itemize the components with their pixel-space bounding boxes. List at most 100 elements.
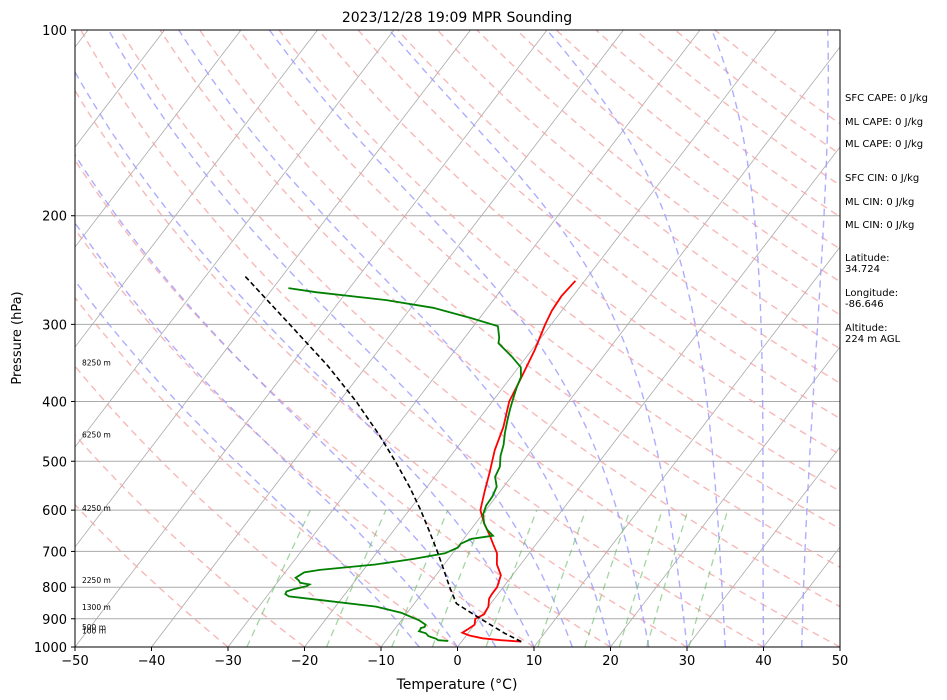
height-label: 6250 m	[82, 430, 111, 439]
moist-adiabat-line	[75, 70, 535, 647]
y-tick-label: 300	[42, 318, 67, 333]
isotherm-line	[610, 346, 840, 647]
longitude-label: Longitude:	[845, 288, 899, 299]
moist-adiabat-line	[711, 30, 765, 647]
height-label: 1300 m	[82, 603, 111, 612]
ml-cape-text: ML CAPE: 0 J/kg	[845, 117, 924, 128]
isotherm-line	[380, 46, 840, 647]
moist-adiabat-line	[75, 221, 459, 647]
moist-adiabat-line	[268, 30, 650, 647]
dry-adiabat-line	[75, 365, 382, 647]
y-tick-label: 600	[42, 504, 67, 519]
x-axis-label: Temperature (°C)	[396, 677, 518, 693]
parcel-profile-line	[243, 274, 522, 643]
mixing-ratio-line	[584, 509, 631, 647]
y-axis-label: Pressure (hPa)	[10, 291, 25, 384]
y-tick-label: 1000	[34, 641, 67, 656]
dry-adiabat-line	[75, 433, 305, 647]
isotherm-line	[75, 30, 165, 148]
dry-adiabat-line	[397, 30, 840, 385]
isotherm-line	[75, 30, 471, 548]
mixing-ratio-line	[645, 509, 689, 647]
mixing-ratio-line	[688, 509, 729, 647]
ml-cin-text-2: ML CIN: 0 J/kg	[845, 220, 915, 231]
plot-frame	[74, 29, 841, 648]
height-label: 4250 m	[82, 504, 111, 513]
dry-adiabat-line	[119, 30, 840, 647]
isotherm-line	[686, 446, 840, 647]
dry-adiabat-line	[357, 30, 840, 420]
dry-adiabat-line	[199, 30, 840, 569]
dry-adiabat-line	[80, 30, 764, 647]
mixing-ratio-line	[618, 509, 663, 647]
x-axis-ticks: −50 −40 −30 −20 −10 0 10 20 30 40 50	[61, 647, 848, 669]
moist-adiabat-line	[546, 30, 726, 647]
latitude-value: 34.724	[845, 264, 880, 275]
dry-adiabat-line	[159, 30, 840, 608]
moist-adiabat-line	[107, 30, 573, 647]
sfc-cape-text: SFC CAPE: 0 J/kg	[845, 93, 928, 104]
altitude-value: 224 m AGL	[845, 334, 901, 345]
altitude-label: Altitude:	[845, 323, 888, 334]
y-tick-label: 100	[42, 24, 67, 39]
isotherm-line	[75, 30, 318, 348]
x-tick-label: −40	[138, 654, 165, 669]
x-tick-label: 0	[453, 654, 461, 669]
dry-adiabat-line	[75, 228, 535, 647]
y-tick-label: 500	[42, 455, 67, 470]
x-tick-label: 50	[832, 654, 849, 669]
ml-cape-text-2: ML CAPE: 0 J/kg	[845, 139, 924, 150]
y-tick-label: 900	[42, 613, 67, 628]
x-tick-label: 30	[679, 654, 696, 669]
mixing-ratio-line	[391, 509, 449, 647]
x-tick-label: −20	[291, 654, 318, 669]
isotherm-line	[533, 246, 840, 647]
isotherm-line	[151, 30, 624, 647]
mixing-ratio-line	[325, 509, 387, 647]
height-label: 8250 m	[82, 358, 111, 367]
moist-adiabat-line	[801, 30, 829, 647]
height-label: 500 m	[82, 623, 106, 632]
latitude-label: Latitude:	[845, 253, 890, 264]
isotherm-line	[304, 30, 777, 647]
mixing-ratio-line	[537, 509, 587, 647]
moist-adiabat-line	[388, 30, 688, 647]
isotherm-line	[457, 146, 840, 647]
mixing-ratio-line	[246, 509, 311, 647]
x-tick-label: −10	[367, 654, 394, 669]
sfc-cin-text: SFC CIN: 0 J/kg	[845, 173, 920, 184]
dry-adiabat-line	[75, 89, 688, 647]
chart-title: 2023/12/28 19:09 MPR Sounding	[342, 10, 572, 26]
dry-adiabat-line	[317, 30, 840, 456]
x-tick-label: 10	[526, 654, 543, 669]
x-tick-label: 20	[602, 654, 619, 669]
dry-adiabat-line	[238, 30, 840, 530]
y-tick-label: 200	[42, 210, 67, 225]
moist-adiabat-line	[75, 153, 497, 647]
isotherm-line	[227, 30, 701, 647]
isotherm-line	[75, 30, 548, 647]
longitude-value: -86.646	[845, 299, 884, 310]
isotherm-line	[75, 30, 242, 248]
dewpoint-profile-line	[284, 287, 522, 642]
y-axis-ticks: 100 200 300 400 500 600 700 800 900 1000	[34, 24, 75, 656]
moist-adiabat-line	[178, 30, 612, 647]
x-tick-label: 40	[755, 654, 772, 669]
background-lines	[75, 30, 840, 647]
ml-cin-text: ML CIN: 0 J/kg	[845, 197, 915, 208]
mixing-ratio-line	[431, 509, 487, 647]
y-tick-label: 400	[42, 395, 67, 410]
dry-adiabat-line	[75, 296, 458, 647]
dry-adiabat-line	[75, 159, 611, 647]
x-tick-label: −50	[61, 654, 88, 669]
sounding-series	[243, 274, 577, 643]
mixing-ratio-line	[485, 509, 538, 647]
x-tick-label: −30	[214, 654, 241, 669]
dry-adiabat-line	[278, 30, 840, 492]
y-tick-label: 700	[42, 545, 67, 560]
isotherm-line	[75, 30, 395, 448]
height-label: 100 m	[82, 627, 106, 636]
y-tick-label: 800	[42, 581, 67, 596]
